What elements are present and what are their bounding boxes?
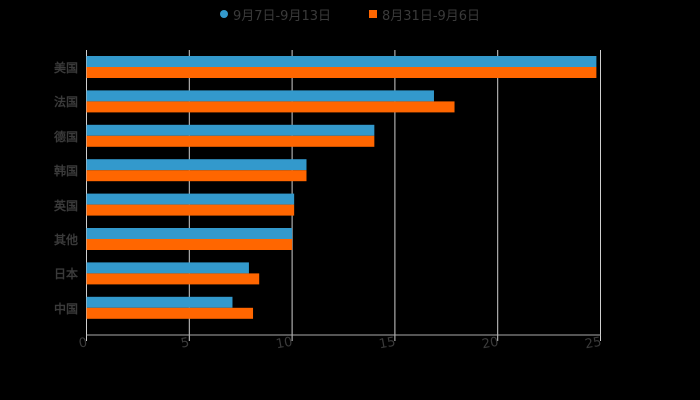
legend-item-series-2[interactable]: 8月31日-9月6日 — [369, 4, 480, 24]
bar[interactable] — [86, 204, 295, 216]
bar[interactable] — [86, 56, 597, 67]
bar[interactable] — [86, 67, 597, 78]
bar[interactable] — [86, 124, 375, 136]
x-axis-tick-label: 10 — [274, 334, 294, 353]
y-axis-category-label: 美国 — [53, 61, 78, 75]
bar[interactable] — [86, 307, 254, 319]
bar[interactable] — [86, 239, 293, 250]
legend-item-series-1[interactable]: 9月7日-9月13日 — [219, 4, 331, 24]
x-axis-tick-label: 25 — [583, 334, 603, 353]
bar[interactable] — [86, 135, 375, 147]
y-axis-category-label: 法国 — [53, 95, 78, 110]
y-axis-category-label: 英国 — [53, 198, 78, 213]
bar[interactable] — [86, 193, 295, 205]
legend-circle-icon — [219, 10, 228, 18]
bar[interactable] — [86, 90, 434, 102]
legend-square-icon — [369, 10, 377, 18]
bar[interactable] — [86, 228, 293, 239]
bar[interactable] — [86, 159, 307, 171]
legend-label: 9月7日-9月13日 — [232, 8, 331, 24]
y-axis-category-label: 德国 — [53, 129, 78, 144]
bar[interactable] — [86, 262, 249, 274]
legend: 9月7日-9月13日 8月31日-9月6日 — [0, 4, 700, 24]
bar[interactable] — [86, 170, 307, 182]
y-axis-category-label: 其他 — [53, 233, 78, 247]
y-axis-category-label: 日本 — [53, 267, 78, 282]
x-axis-tick-label: 20 — [480, 334, 500, 353]
bar[interactable] — [86, 101, 455, 113]
legend-label: 8月31日-9月6日 — [382, 8, 481, 24]
bar[interactable] — [86, 296, 233, 308]
x-axis-tick-label: 15 — [377, 334, 397, 353]
y-axis-category-label: 韩国 — [53, 164, 78, 179]
y-axis-category-label: 中国 — [53, 301, 78, 316]
bar[interactable] — [86, 273, 260, 285]
